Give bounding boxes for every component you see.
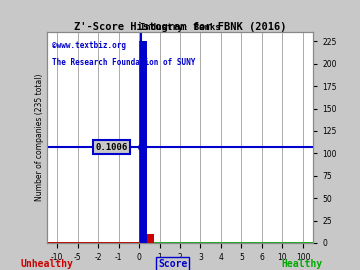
Text: 0.1006: 0.1006	[95, 143, 128, 152]
Text: Unhealthy: Unhealthy	[21, 259, 73, 269]
Bar	[139, 41, 141, 243]
Title: Z'-Score Histogram for FBNK (2016): Z'-Score Histogram for FBNK (2016)	[74, 22, 286, 32]
Y-axis label: Number of companies (235 total): Number of companies (235 total)	[35, 74, 44, 201]
Text: Score: Score	[158, 259, 188, 269]
Text: Healthy: Healthy	[282, 259, 323, 269]
Bar	[147, 234, 154, 243]
Text: Industry: Banks: Industry: Banks	[140, 23, 220, 32]
Text: The Research Foundation of SUNY: The Research Foundation of SUNY	[52, 58, 195, 67]
Bar	[140, 41, 147, 243]
Text: ©www.textbiz.org: ©www.textbiz.org	[52, 41, 126, 50]
